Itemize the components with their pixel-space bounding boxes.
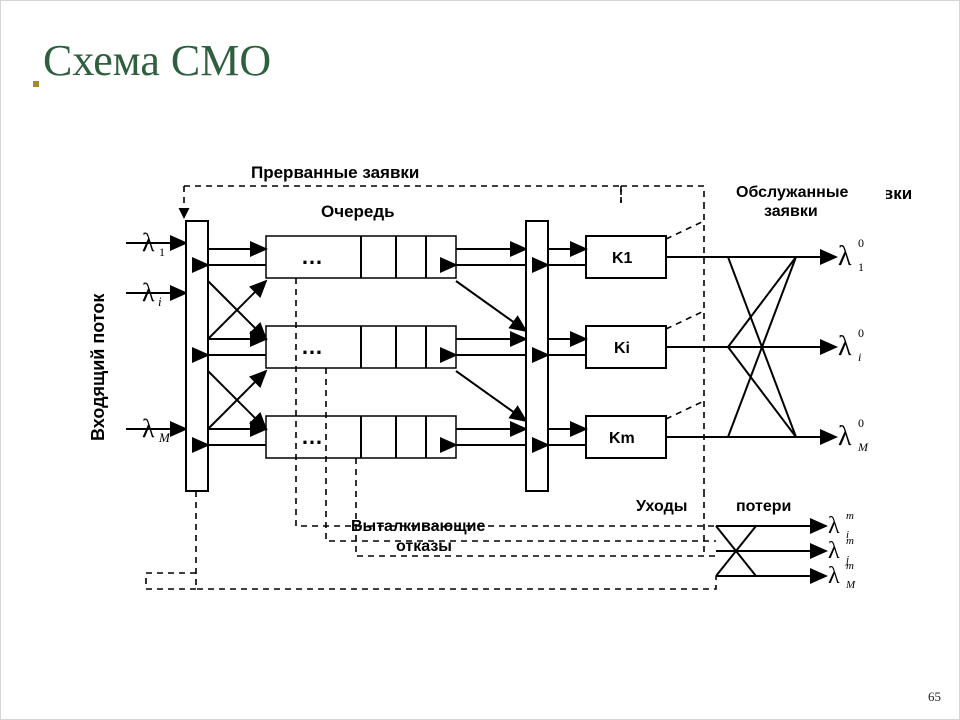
svg-text:m: m <box>846 510 854 522</box>
channels-to-output <box>666 257 836 437</box>
svg-text:λ: λ <box>838 331 852 362</box>
label-losses: потери <box>736 498 791 515</box>
page-title: Схема СМО <box>43 35 271 86</box>
svg-text:λ: λ <box>828 538 840 564</box>
queues-to-bar2 <box>456 249 526 445</box>
svg-text:M: M <box>158 430 171 445</box>
channel-k1-label: K1 <box>612 250 633 267</box>
diagram-svg: Прерванные заявки Очередь Обслужанные за… <box>96 131 886 651</box>
label-exits: Уходы <box>636 498 687 515</box>
queue-row-3: … <box>266 416 456 458</box>
svg-text:m: m <box>846 535 854 547</box>
svg-text:i: i <box>858 350 861 364</box>
svg-text:…: … <box>301 334 323 359</box>
svg-text:…: … <box>301 244 323 269</box>
svg-text:λ: λ <box>838 241 852 272</box>
label-reject-2: отказы <box>396 538 452 555</box>
svg-text:M: M <box>857 440 869 454</box>
lambda-out-M: λ 0 M <box>838 416 869 454</box>
svg-text:1: 1 <box>858 260 864 274</box>
dispatcher-bar-2 <box>526 221 548 491</box>
diagram-canvas: Прерванные заявки Очередь Обслужанные за… <box>96 131 886 651</box>
channel-ki-label: Ki <box>614 340 630 357</box>
svg-text:0: 0 <box>858 236 864 250</box>
svg-text:λ: λ <box>828 563 840 589</box>
bar2-to-channels <box>548 249 586 445</box>
lambda-loss-M: λ m M <box>828 560 856 591</box>
label-incoming: Входящий поток <box>88 293 108 441</box>
svg-text:λ: λ <box>828 513 840 539</box>
svg-text:0: 0 <box>858 326 864 340</box>
svg-text:m: m <box>846 560 854 572</box>
dashed-enclosure <box>184 186 621 219</box>
lambda-out-1: λ 0 1 <box>838 236 864 274</box>
svg-text:1: 1 <box>159 245 165 259</box>
label-queue: Очередь <box>321 202 395 221</box>
svg-text:λ: λ <box>838 421 852 452</box>
svg-text:i: i <box>158 294 162 309</box>
queue-row-2: … <box>266 326 456 368</box>
dispatcher-bar-1 <box>186 221 208 491</box>
label-served-l2: заявки <box>764 203 818 220</box>
lambda-out-i: λ 0 i <box>838 326 864 364</box>
queue-row-1: … <box>266 236 456 278</box>
slide-frame: Схема СМО 65 Прерванные заявки Очередь О… <box>0 0 960 720</box>
page-number: 65 <box>928 689 941 705</box>
label-interrupted: Прерванные заявки <box>251 163 419 182</box>
bar1-to-queues <box>208 249 266 445</box>
svg-text:…: … <box>301 424 323 449</box>
channel-km-label: Km <box>609 430 635 447</box>
label-reject-1: Выталкивающие <box>351 518 485 535</box>
title-accent-square <box>33 81 39 87</box>
svg-text:M: M <box>845 579 856 591</box>
svg-text:0: 0 <box>858 416 864 430</box>
label-served-l1: Обслужанные <box>736 184 848 201</box>
